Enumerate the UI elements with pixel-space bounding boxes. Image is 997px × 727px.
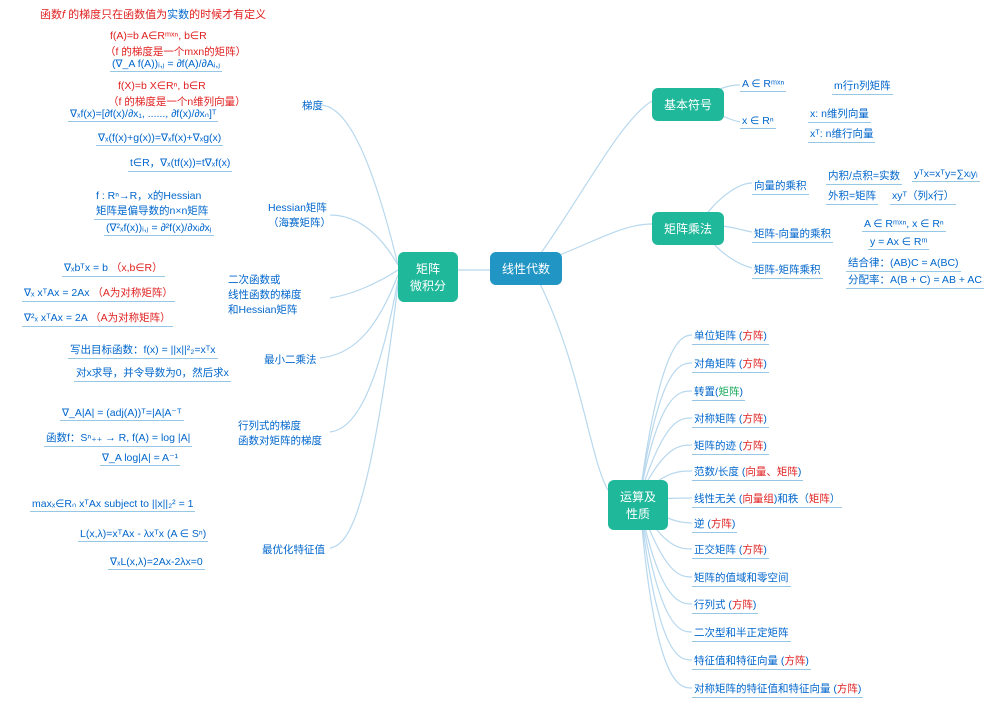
- leaf-x-in-Rn: x ∈ Rⁿ: [740, 115, 776, 129]
- leaf-row-vector: xᵀ: n维行向量: [808, 126, 875, 143]
- sub-calc[interactable]: 矩阵 微积分: [398, 252, 458, 302]
- det-log: 函数f：Sⁿ₊₊ → R, f(A) = log |A|: [44, 430, 192, 447]
- leaf-col-vector: x: n维列向量: [808, 106, 871, 123]
- quad-hess: ∇²ₓ xᵀAx = 2A （A为对称矩阵）: [22, 310, 173, 327]
- quad-bTx: ∇ₓbᵀx = b （x,b∈R）: [62, 260, 165, 277]
- ls-title: 最小二乘法: [262, 352, 319, 368]
- leaf-distrib: 分配率：A(B + C) = AB + AC: [846, 272, 984, 289]
- prop-identity: 单位矩阵 (方阵): [692, 328, 769, 345]
- eig-grad0: ∇ₓL(x,λ)=2Ax-2λx=0: [108, 556, 205, 570]
- prop-eig: 特征值和特征向量 (方阵): [692, 653, 811, 670]
- grad-fa: f(A)=b A∈Rᵐˣⁿ, b∈R: [108, 30, 209, 43]
- leaf-inner-eq: yᵀx=xᵀy=∑xᵢyᵢ: [912, 168, 980, 182]
- quad-title: 二次函数或 线性函数的梯度 和Hessian矩阵: [226, 272, 304, 318]
- hess-desc: f : Rⁿ→R，x的Hessian 矩阵是偏导数的n×n矩阵: [94, 188, 210, 220]
- prop-norm: 范数/长度 (向量、矩阵): [692, 464, 803, 481]
- sub-matmul[interactable]: 矩阵乘法: [652, 212, 724, 245]
- eig-lagrangian: L(x,λ)=xᵀAx - λxᵀx (A ∈ Sⁿ): [78, 528, 208, 542]
- prop-orthogonal: 正交矩阵 (方阵): [692, 542, 769, 559]
- leaf-vec-prod: 向量的乘积: [752, 178, 809, 195]
- prop-linear-indep: 线性无关 (向量组)和秩（矩阵）: [692, 491, 842, 508]
- prop-diag: 对角矩阵 (方阵): [692, 356, 769, 373]
- prop-inverse: 逆 (方阵): [692, 516, 737, 533]
- prop-trace: 矩阵的迹 (方阵): [692, 438, 769, 455]
- det-adj: ∇_A|A| = (adj(A))ᵀ=|A|A⁻ᵀ: [60, 407, 184, 421]
- grad-fx: f(X)=b X∈Rⁿ, b∈R: [116, 80, 208, 93]
- leaf-A-in-Rmn: A ∈ Rᵐˣⁿ: [740, 78, 786, 92]
- ls-obj: 写出目标函数：f(x) = ||x||²₂=xᵀx: [68, 342, 218, 359]
- leaf-inner: 内积/点积=实数: [826, 168, 902, 185]
- leaf-assoc: 结合律：(AB)C = A(BC): [846, 255, 961, 272]
- sub-notation[interactable]: 基本符号: [652, 88, 724, 121]
- prop-quadratic: 二次型和半正定矩阵: [692, 625, 791, 642]
- leaf-mxn-matrix: m行n列矩阵: [832, 78, 893, 95]
- hess-title: Hessian矩阵 （海赛矩阵）: [266, 200, 333, 231]
- sub-props[interactable]: 运算及 性质: [608, 480, 668, 530]
- quad-grad: ∇ₓ xᵀAx = 2Ax （A为对称矩阵）: [22, 285, 175, 302]
- prop-sym: 对称矩阵 (方阵): [692, 411, 769, 428]
- det-title: 行列式的梯度 函数对矩阵的梯度: [236, 418, 324, 449]
- det-loggrad: ∇_A log|A| = A⁻¹: [100, 452, 180, 466]
- ls-solve: 对x求导，并令导数为0，然后求x: [74, 365, 231, 382]
- prop-det: 行列式 (方阵): [692, 597, 758, 614]
- eig-title: 最优化特征值: [260, 542, 327, 558]
- leaf-mat-vec: 矩阵-向量的乘积: [752, 226, 833, 243]
- prop-sym-eig: 对称矩阵的特征值和特征向量 (方阵): [692, 681, 863, 698]
- leaf-outer: 外积=矩阵: [826, 188, 878, 205]
- leaf-mat-vec-A: A ∈ Rᵐˣⁿ, x ∈ Rⁿ: [862, 218, 946, 232]
- grad-title: 梯度: [300, 98, 325, 114]
- leaf-mat-vec-y: y = Ax ∈ Rᵐ: [868, 236, 929, 250]
- root-node[interactable]: 线性代数: [490, 252, 562, 285]
- leaf-mat-mat: 矩阵-矩阵乘积: [752, 262, 823, 279]
- grad-add: ∇ₓ(f(x)+g(x))=∇ₓf(x)+∇ₓg(x): [96, 132, 223, 146]
- hess-eq: (∇²ₓf(x))ᵢ,ⱼ = ∂²f(x)/∂xᵢ∂xⱼ: [104, 222, 214, 236]
- eig-max: maxₓ∈Rₙ xᵀAx subject to ||x||₂² = 1: [30, 498, 195, 512]
- prop-range-null: 矩阵的值域和零空间: [692, 570, 791, 587]
- grad-fx-eq: ∇ₓf(x)=[∂f(x)/∂x₁, ......, ∂f(x)/∂xₙ]ᵀ: [68, 108, 218, 122]
- gradient-definition-warning: 函数f 的梯度只在函数值为实数的时候才有定义: [40, 6, 266, 22]
- prop-transpose: 转置(矩阵): [692, 384, 745, 401]
- grad-scale: t∈R，∇ₓ(tf(x))=t∇ₓf(x): [128, 155, 232, 172]
- leaf-outer-eq: xyᵀ（列x行）: [890, 188, 956, 205]
- grad-fa-eq: (∇_A f(A))ᵢ,ⱼ = ∂f(A)/∂Aᵢ,ⱼ: [110, 58, 222, 72]
